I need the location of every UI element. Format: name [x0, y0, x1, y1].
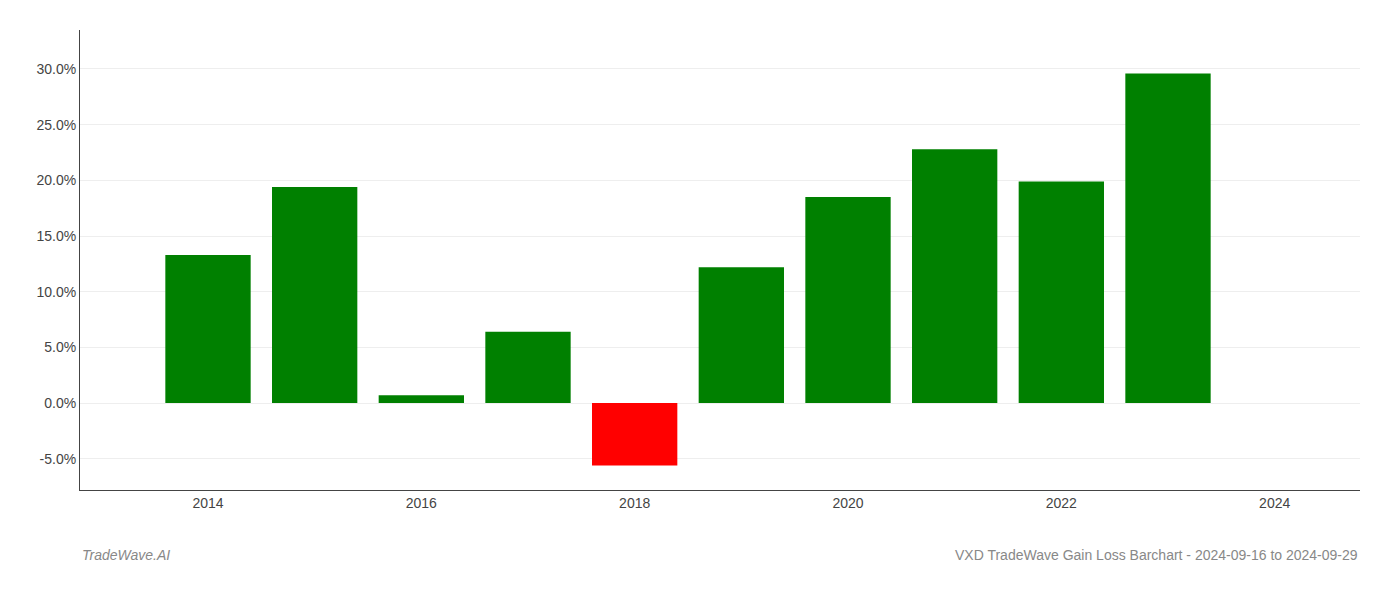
- svg-text:-5.0%: -5.0%: [40, 451, 77, 467]
- svg-text:TradeWave.AI: TradeWave.AI: [82, 547, 170, 563]
- svg-text:20.0%: 20.0%: [36, 172, 76, 188]
- svg-text:30.0%: 30.0%: [36, 61, 76, 77]
- svg-text:2022: 2022: [1046, 495, 1077, 511]
- svg-text:2024: 2024: [1259, 495, 1290, 511]
- svg-text:5.0%: 5.0%: [44, 339, 76, 355]
- svg-text:2016: 2016: [406, 495, 437, 511]
- svg-text:VXD TradeWave Gain Loss Barcha: VXD TradeWave Gain Loss Barchart - 2024-…: [955, 547, 1358, 563]
- svg-text:25.0%: 25.0%: [36, 117, 76, 133]
- svg-text:2014: 2014: [192, 495, 223, 511]
- svg-text:15.0%: 15.0%: [36, 228, 76, 244]
- svg-text:10.0%: 10.0%: [36, 284, 76, 300]
- svg-text:2020: 2020: [832, 495, 863, 511]
- svg-text:0.0%: 0.0%: [44, 395, 76, 411]
- svg-text:2018: 2018: [619, 495, 650, 511]
